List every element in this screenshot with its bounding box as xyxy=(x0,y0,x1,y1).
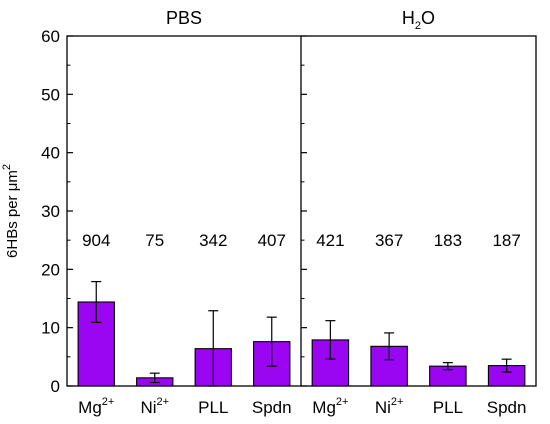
x-category-label: Ni2+ xyxy=(375,396,404,417)
count-label: 75 xyxy=(145,231,164,250)
panel-titles: PBS H2O xyxy=(166,8,435,32)
y-tick-label: 20 xyxy=(41,260,60,279)
x-category-label: Ni2+ xyxy=(140,396,169,417)
count-label: 183 xyxy=(434,231,462,250)
y-axis-title: 6HBs per μm2 xyxy=(1,164,21,258)
count-label: 367 xyxy=(375,231,403,250)
plot-area: 0 10 20 30 40 50 60 904 Mg2+ 75 Ni2+ 342 PLL 407 Spdn 4… xyxy=(41,27,537,417)
count-label: 187 xyxy=(492,231,520,250)
count-label: 421 xyxy=(316,231,344,250)
y-tick-label: 50 xyxy=(41,85,60,104)
count-label: 342 xyxy=(199,231,227,250)
count-label: 904 xyxy=(82,231,110,250)
y-tick-label: 0 xyxy=(51,377,60,396)
x-category-label: Spdn xyxy=(487,398,527,417)
y-tick-label: 60 xyxy=(41,27,60,46)
panel-title-pbs: PBS xyxy=(166,8,202,28)
x-category-label: Mg2+ xyxy=(78,396,114,417)
y-tick-label: 40 xyxy=(41,144,60,163)
x-category-label: Spdn xyxy=(252,398,292,417)
panel-title-h2o: H2O xyxy=(402,8,435,32)
x-category-label: PLL xyxy=(198,398,228,417)
y-tick-label: 10 xyxy=(41,319,60,338)
count-label: 407 xyxy=(258,231,286,250)
x-category-label: PLL xyxy=(433,398,463,417)
x-category-label: Mg2+ xyxy=(312,396,348,417)
y-tick-label: 30 xyxy=(41,202,60,221)
